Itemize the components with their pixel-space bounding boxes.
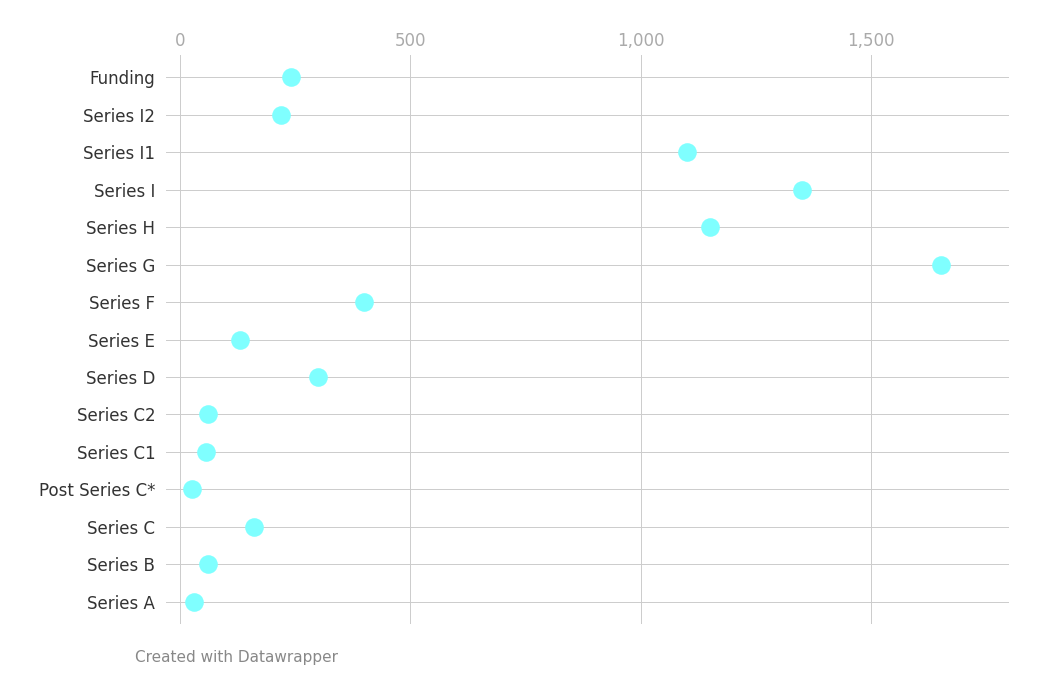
Point — [186, 596, 203, 607]
Point — [932, 259, 948, 270]
Point — [183, 484, 200, 495]
Point — [245, 521, 262, 532]
Point — [678, 147, 695, 158]
Point — [200, 559, 216, 570]
Point — [701, 222, 718, 233]
Point — [310, 372, 327, 383]
Point — [356, 296, 372, 307]
Point — [274, 109, 290, 120]
Text: Created with Datawrapper: Created with Datawrapper — [135, 650, 338, 665]
Point — [794, 185, 810, 196]
Point — [232, 334, 249, 345]
Point — [198, 447, 214, 458]
Point — [200, 409, 216, 420]
Point — [283, 72, 300, 83]
